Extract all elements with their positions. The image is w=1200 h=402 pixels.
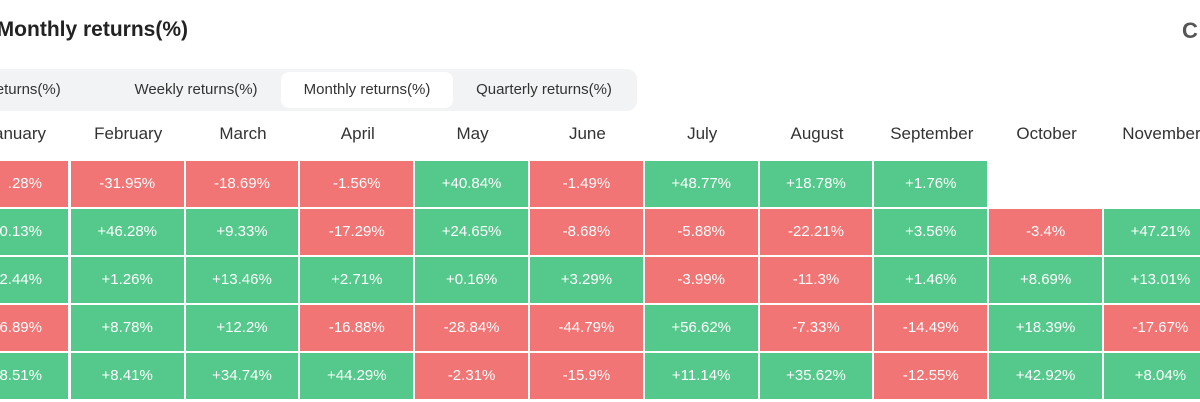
return-cell: +35.62% xyxy=(759,353,873,399)
return-cell: +11.14% xyxy=(644,353,758,399)
return-cell: +0.16% xyxy=(415,257,528,303)
return-cell: +8.69% xyxy=(989,257,1102,303)
return-cell: -15.9% xyxy=(530,353,643,399)
tab[interactable]: Monthly returns(%) xyxy=(281,72,453,108)
return-cell: -1.49% xyxy=(530,161,643,207)
column-header: October xyxy=(1016,124,1077,143)
column-header: November xyxy=(1122,124,1200,143)
return-cell: -22.21% xyxy=(759,209,873,255)
return-cell: -18.69% xyxy=(185,161,299,207)
return-cell: +46.28% xyxy=(70,209,184,255)
return-cell: +44.29% xyxy=(300,353,414,399)
return-cell: -3.4% xyxy=(989,209,1102,255)
tab[interactable]: Weekly returns(%) xyxy=(134,81,258,98)
return-cell: +9.33% xyxy=(185,209,299,255)
return-cell: -31.95% xyxy=(70,161,184,207)
return-cell: +48.77% xyxy=(644,161,758,207)
column-header: May xyxy=(456,124,489,143)
return-cell: .28% xyxy=(0,161,68,207)
column-header: March xyxy=(219,124,267,143)
return-cell: -17.67% xyxy=(1104,305,1200,351)
column-header: September xyxy=(890,124,974,143)
return-cell: -12.55% xyxy=(874,353,988,399)
return-cell: +1.76% xyxy=(874,161,988,207)
return-cell: -8.68% xyxy=(530,209,643,255)
logo: C xyxy=(1182,18,1198,43)
return-cell: -5.88% xyxy=(644,209,758,255)
return-cell: +3.56% xyxy=(874,209,988,255)
return-cell: +13.46% xyxy=(185,257,299,303)
title: Monthly returns(%) xyxy=(0,18,188,41)
return-cell: 2.44% xyxy=(0,257,68,303)
return-cell: -16.88% xyxy=(300,305,414,351)
return-cell: 6.89% xyxy=(0,305,68,351)
return-cell: +47.21% xyxy=(1104,209,1200,255)
return-cell: -14.49% xyxy=(874,305,988,351)
tab[interactable]: Quarterly returns(%) xyxy=(476,81,612,98)
return-cell: -3.99% xyxy=(644,257,758,303)
column-header: February xyxy=(94,124,163,143)
column-header: July xyxy=(687,124,718,143)
return-cell: +34.74% xyxy=(185,353,299,399)
column-header: June xyxy=(568,124,606,143)
return-cell: -28.84% xyxy=(415,305,528,351)
return-cell: -11.3% xyxy=(759,257,873,303)
tab[interactable]: Daily returns(%) xyxy=(0,81,61,98)
return-cell: -1.56% xyxy=(300,161,414,207)
return-cell: -44.79% xyxy=(530,305,643,351)
return-cell: -7.33% xyxy=(759,305,873,351)
return-cell: +3.29% xyxy=(530,257,643,303)
return-cell: +12.2% xyxy=(185,305,299,351)
return-cell: +8.41% xyxy=(70,353,184,399)
return-cell: +40.84% xyxy=(415,161,528,207)
column-header: January xyxy=(0,124,46,143)
return-cell: +8.04% xyxy=(1104,353,1200,399)
return-cell: +24.65% xyxy=(415,209,528,255)
return-cell: +42.92% xyxy=(989,353,1102,399)
return-cell: +1.46% xyxy=(874,257,988,303)
return-cell: -2.31% xyxy=(415,353,528,399)
return-cell: 0.13% xyxy=(0,209,68,255)
return-cell: 8.51% xyxy=(0,353,68,399)
return-cell: +18.39% xyxy=(989,305,1102,351)
column-header: August xyxy=(790,124,844,143)
column-header: April xyxy=(340,124,375,143)
return-cell: +1.26% xyxy=(70,257,184,303)
return-cell: -17.29% xyxy=(300,209,414,255)
return-cell: +18.78% xyxy=(759,161,873,207)
return-cell: +13.01% xyxy=(1104,257,1200,303)
return-cell: +2.71% xyxy=(300,257,414,303)
return-cell: +8.78% xyxy=(70,305,184,351)
return-cell: +56.62% xyxy=(644,305,758,351)
